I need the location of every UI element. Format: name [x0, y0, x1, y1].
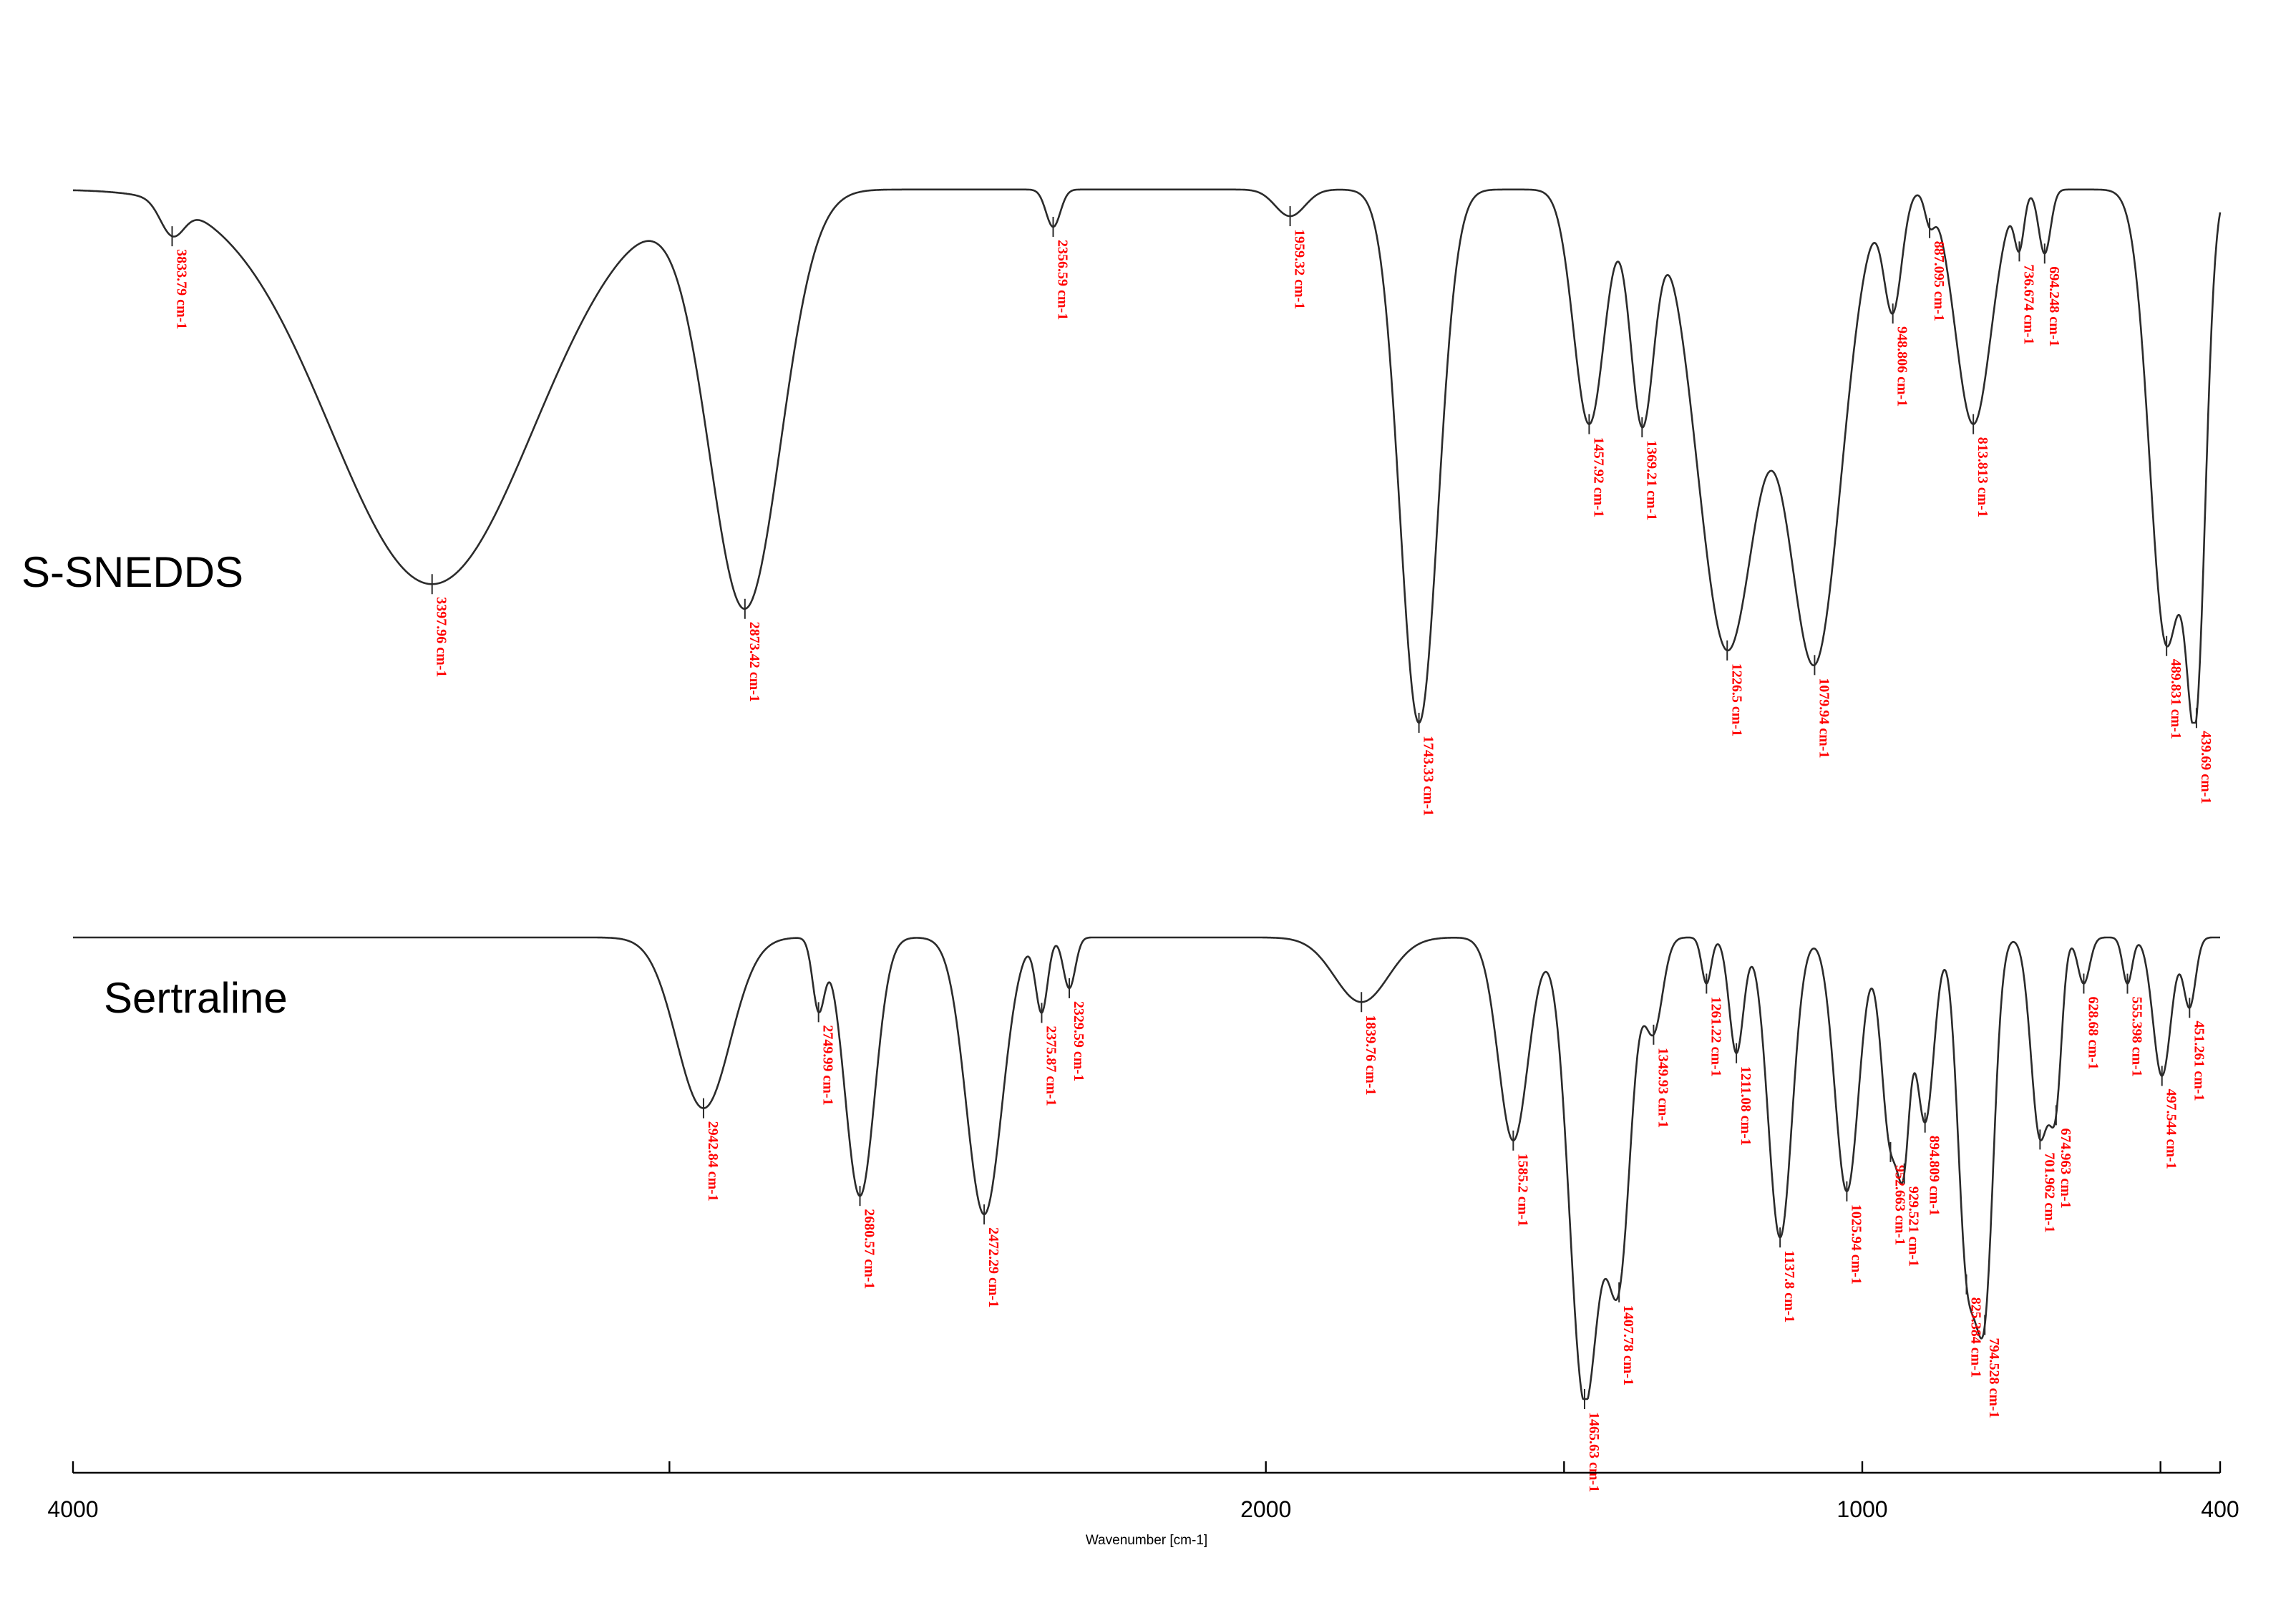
spectrum-sertraline: Sertraline 2942.84 cm-1 2749.99 cm-1 2680.…: [72, 936, 2221, 1492]
peak-label: 2329.59 cm-1: [1071, 1001, 1086, 1081]
peak-label: 701.962 cm-1: [2041, 1152, 2057, 1232]
trace-s-snedds: [72, 188, 2222, 724]
x-axis-tick-label: 400: [2201, 1496, 2239, 1522]
peak-label: 628.68 cm-1: [2085, 997, 2101, 1070]
series-label-s-snedds: S-SNEDDS: [21, 548, 243, 596]
peak-label: 1261.22 cm-1: [1708, 997, 1723, 1077]
peak-label: 694.248 cm-1: [2046, 266, 2062, 346]
x-axis-tick-label: 2000: [1240, 1496, 1291, 1522]
peak-label: 736.674 cm-1: [2020, 264, 2036, 344]
peak-label: 1959.32 cm-1: [1292, 229, 1308, 309]
x-axis-ticks: 4000 2000 1000 400: [47, 1461, 2239, 1522]
x-axis-tick-label: 1000: [1837, 1496, 1887, 1522]
peak-label: 1226.5 cm-1: [1728, 663, 1744, 736]
peak-label: 1465.63 cm-1: [1586, 1412, 1602, 1492]
peak-label: 1369.21 cm-1: [1643, 440, 1659, 520]
peak-label: 2356.59 cm-1: [1055, 240, 1071, 320]
peak-label: 2375.87 cm-1: [1043, 1025, 1059, 1106]
x-axis-title: Wavenumber [cm-1]: [1086, 1533, 1207, 1548]
peak-label: 929.521 cm-1: [1906, 1187, 1922, 1267]
series-label-sertraline: Sertraline: [104, 974, 288, 1022]
peak-label: 1585.2 cm-1: [1514, 1154, 1530, 1227]
peak-label: 1137.8 cm-1: [1781, 1250, 1797, 1322]
peak-label: 825.384 cm-1: [1968, 1297, 1984, 1378]
spectrum-s-snedds: S-SNEDDS 3833.79 cm-1 3397.96 cm-1 2873.42…: [21, 188, 2222, 816]
trace-sertraline: [72, 936, 2221, 1400]
peak-label: 1079.94 cm-1: [1816, 678, 1832, 758]
peak-labels-sertraline: 2942.84 cm-1 2749.99 cm-1 2680.57 cm-1 2472…: [702, 973, 2207, 1492]
peak-label: 1025.94 cm-1: [1848, 1204, 1864, 1285]
peak-label: 1457.92 cm-1: [1590, 437, 1606, 517]
x-axis: 4000 2000 1000 400 Wavenumber [cm-1]: [47, 1461, 2239, 1548]
peak-label: 555.398 cm-1: [2129, 997, 2145, 1077]
peak-labels-s-snedds: 3833.79 cm-1 3397.96 cm-1 2873.42 cm-1 2356…: [171, 206, 2214, 816]
peak-label: 2472.29 cm-1: [986, 1227, 1001, 1307]
peak-label: 489.831 cm-1: [2168, 659, 2184, 739]
peak-label: 952.663 cm-1: [1892, 1165, 1907, 1245]
peak-label: 948.806 cm-1: [1894, 326, 1910, 406]
peak-label: 2942.84 cm-1: [705, 1121, 721, 1202]
peak-label: 2749.99 cm-1: [820, 1025, 836, 1105]
peak-label: 894.809 cm-1: [1927, 1136, 1942, 1216]
peak-label: 451.261 cm-1: [2191, 1020, 2207, 1101]
peak-label: 439.69 cm-1: [2198, 731, 2214, 804]
peak-label: 2873.42 cm-1: [746, 622, 762, 702]
peak-label: 1839.76 cm-1: [1363, 1015, 1378, 1095]
x-axis-tick-label: 4000: [47, 1496, 98, 1522]
peak-label: 3397.96 cm-1: [434, 597, 449, 677]
peak-label: 794.528 cm-1: [1986, 1338, 2002, 1418]
peak-label: 497.544 cm-1: [2164, 1089, 2179, 1169]
peak-label: 887.095 cm-1: [1931, 241, 1947, 321]
peak-label: 2680.57 cm-1: [862, 1209, 877, 1289]
peak-label: 674.963 cm-1: [2058, 1128, 2073, 1208]
peak-label: 3833.79 cm-1: [174, 249, 190, 329]
peak-label: 813.813 cm-1: [1975, 437, 1990, 517]
peak-label: 1211.08 cm-1: [1738, 1066, 1753, 1146]
peak-label: 1349.93 cm-1: [1655, 1048, 1670, 1128]
peak-label: 1743.33 cm-1: [1421, 736, 1436, 816]
peak-label: 1407.78 cm-1: [1620, 1305, 1636, 1385]
